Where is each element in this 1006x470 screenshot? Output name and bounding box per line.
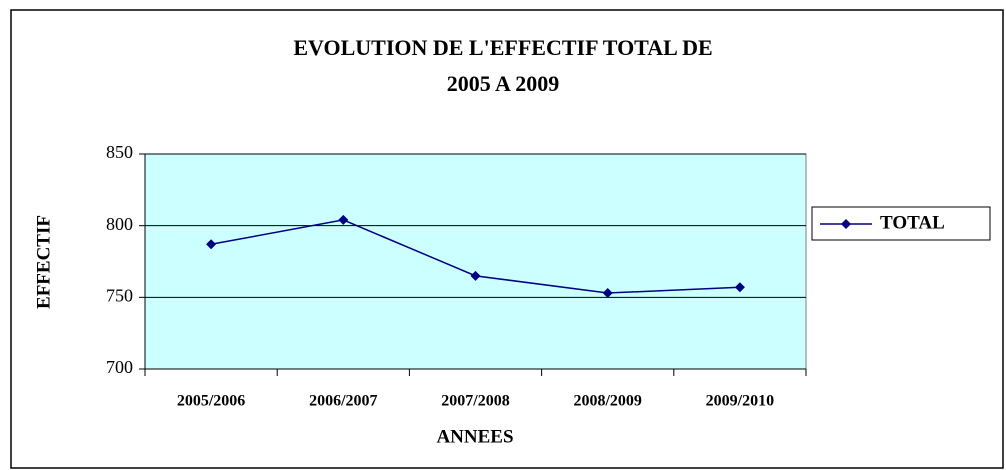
x-tick-label: 2005/2006 [177, 393, 245, 410]
x-axis-label: ANNEES [436, 426, 513, 447]
chart-title: 2005 A 2009 [447, 71, 559, 96]
marker [734, 282, 745, 293]
marker [338, 214, 349, 225]
marker [206, 239, 217, 250]
legend-marker [841, 219, 851, 229]
x-tick-label: 2009/2010 [706, 393, 774, 410]
x-tick-label: 2008/2009 [573, 393, 641, 410]
legend-label: TOTAL [880, 212, 945, 233]
plot-area [144, 153, 807, 370]
y-tick-label: 700 [106, 357, 133, 377]
y-tick-label: 800 [106, 214, 133, 234]
y-tick-label: 850 [106, 142, 133, 162]
marker [602, 288, 613, 299]
marker [470, 270, 481, 281]
y-tick-label: 750 [106, 285, 133, 305]
y-axis-label: EFFECTIF [33, 215, 54, 309]
chart-title: EVOLUTION DE L'EFFECTIF TOTAL DE [293, 35, 712, 60]
x-tick-label: 2006/2007 [309, 393, 377, 410]
x-tick-label: 2007/2008 [441, 393, 509, 410]
